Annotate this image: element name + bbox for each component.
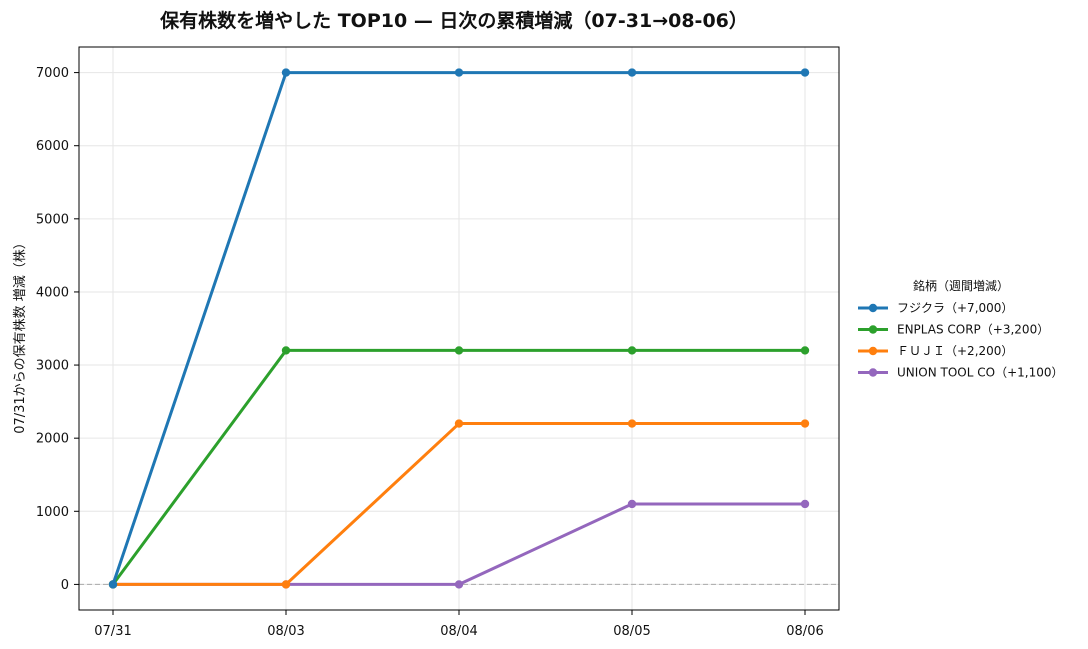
data-point [108, 580, 118, 589]
x-tick-label: 08/04 [440, 624, 477, 639]
data-point [454, 580, 464, 589]
y-tick-label: 7000 [36, 66, 69, 81]
x-tick-label: 08/03 [267, 624, 304, 639]
series-3 [108, 419, 810, 589]
legend-swatch-marker [868, 346, 878, 356]
data-point [627, 419, 637, 428]
legend-swatch-marker [868, 303, 878, 313]
data-point [627, 68, 637, 77]
y-tick-label: 4000 [36, 285, 69, 300]
data-point [800, 419, 810, 428]
legend-entry: ENPLAS CORP（+3,200） [858, 323, 1049, 337]
data-point [800, 499, 810, 509]
data-point [281, 580, 291, 589]
y-tick-label: 2000 [36, 432, 69, 447]
data-point [800, 68, 810, 77]
x-axis: 07/31 08/03 08/04 08/05 08/06 [94, 610, 824, 639]
data-point [627, 346, 637, 355]
y-tick-label: 0 [61, 578, 69, 593]
y-tick-label: 1000 [36, 505, 69, 520]
x-tick-label: 07/31 [94, 624, 131, 639]
legend-label: ＦＵＪＩ（+2,200） [897, 344, 1013, 358]
data-point [454, 419, 464, 428]
y-tick-label: 6000 [36, 139, 69, 154]
y-tick-label: 3000 [36, 359, 69, 374]
legend-title: 銘柄（週間増減） [913, 278, 1009, 293]
x-tick-label: 08/06 [786, 624, 823, 639]
x-tick-label: 08/05 [613, 624, 650, 639]
legend-entry: UNION TOOL CO（+1,100） [858, 366, 1064, 380]
data-point [281, 68, 291, 77]
legend-entry: フジクラ（+7,000） [858, 301, 1013, 315]
y-axis-label: 07/31からの保有株数 増減（株） [12, 236, 28, 434]
legend-label: ENPLAS CORP（+3,200） [897, 323, 1049, 337]
data-point [454, 68, 464, 77]
gridlines [79, 47, 839, 610]
series-lines [108, 68, 810, 589]
y-tick-label: 5000 [36, 212, 69, 227]
legend-entry: ＦＵＪＩ（+2,200） [858, 344, 1013, 358]
y-axis: 0 1000 2000 3000 4000 5000 6000 7000 [36, 66, 79, 593]
legend-swatch-marker [868, 368, 878, 377]
data-point [800, 346, 810, 355]
data-point [454, 346, 464, 355]
series-1 [108, 68, 810, 589]
legend: 銘柄（週間増減） フジクラ（+7,000） ENPLAS CORP（+3,200）… [858, 278, 1064, 380]
data-point [281, 346, 291, 355]
legend-swatch-marker [868, 325, 878, 334]
chart-title: 保有株数を増やした TOP10 — 日次の累積増減（07-31→08-06） [159, 9, 748, 32]
legend-label: フジクラ（+7,000） [897, 301, 1013, 315]
data-point [627, 499, 637, 509]
legend-label: UNION TOOL CO（+1,100） [897, 366, 1064, 380]
